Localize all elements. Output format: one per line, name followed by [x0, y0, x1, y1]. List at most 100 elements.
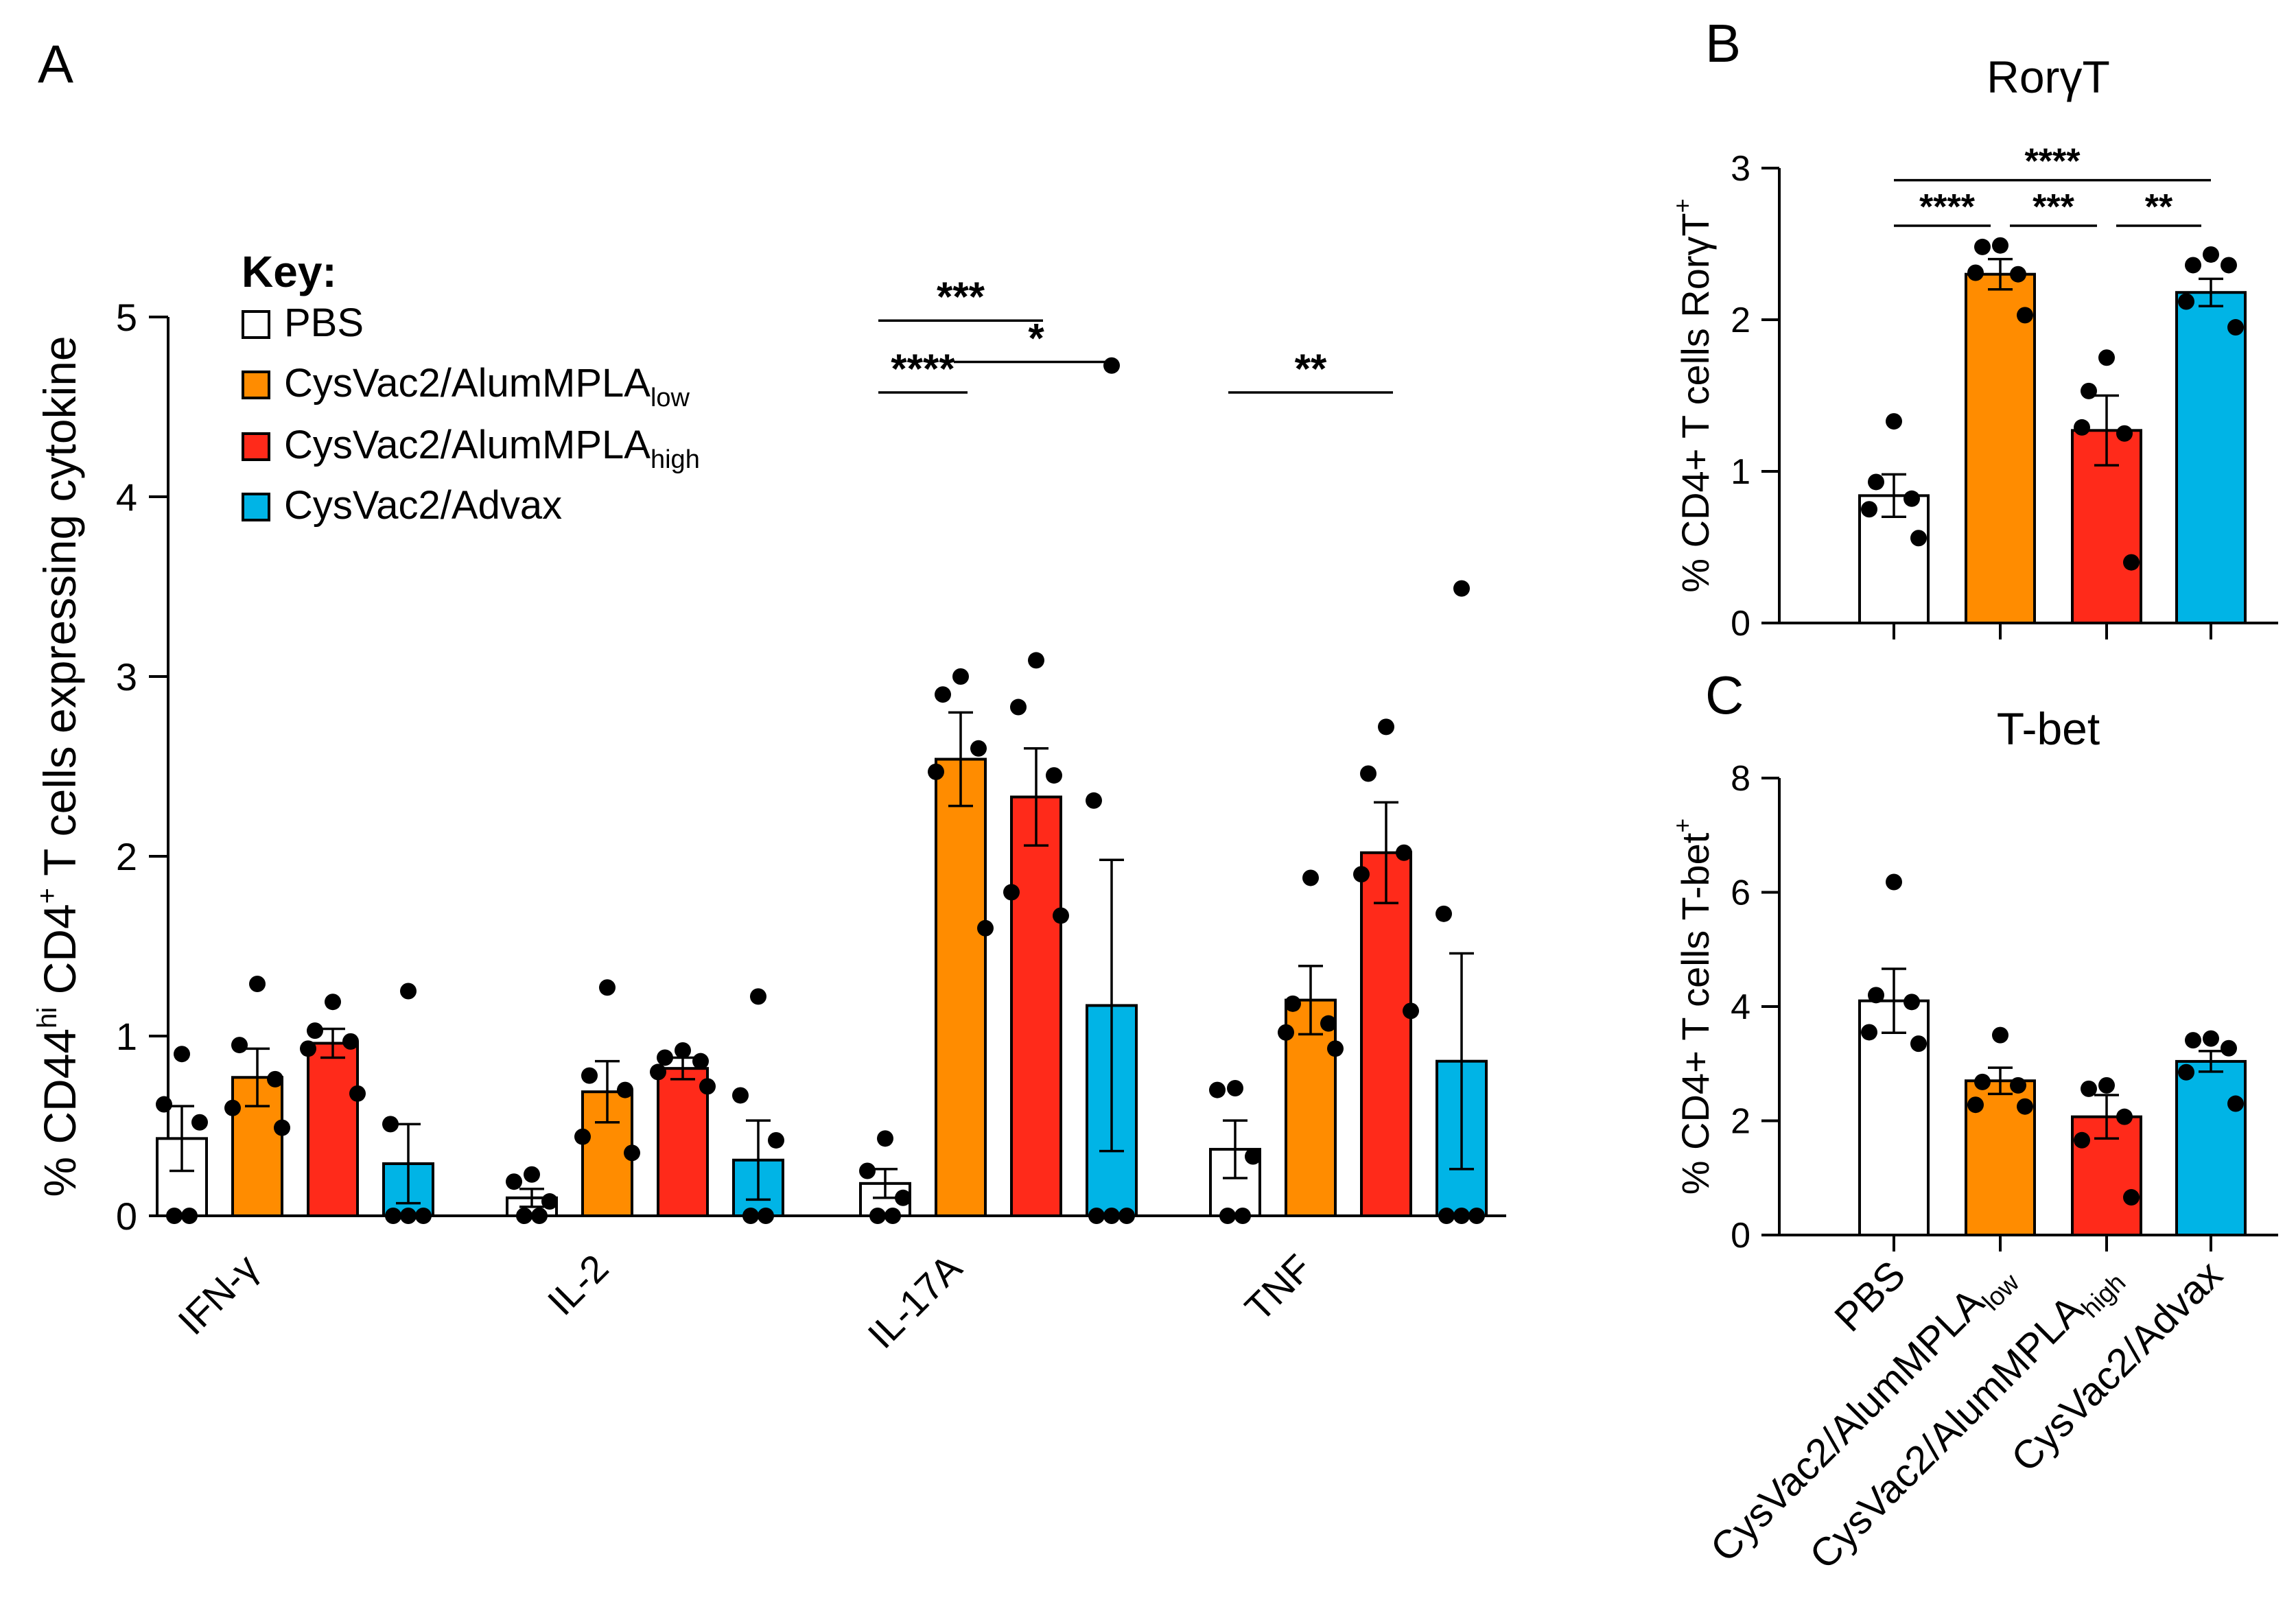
panelC-2-point	[2123, 1189, 2140, 1206]
panelB-significance-label: **	[2145, 187, 2173, 227]
panelC-y-tick-label: 6	[1731, 873, 1750, 913]
a-1-2-point	[657, 1049, 673, 1066]
a-3-3-point	[1438, 1208, 1455, 1224]
a-1-1-bar	[581, 1090, 633, 1217]
panelB-0-point	[1886, 413, 1902, 430]
panelC-3-point	[2221, 1039, 2237, 1057]
panelC-0-point	[1861, 1024, 1877, 1041]
a-0-0-point	[156, 1096, 172, 1113]
panelB-2-point	[2116, 425, 2133, 442]
panelC-2-point	[2116, 1108, 2133, 1125]
a-3-1-point	[1320, 1015, 1337, 1032]
a-1-3-point	[768, 1131, 784, 1149]
a-0-1-point	[231, 1037, 248, 1054]
a-2-1-point	[952, 668, 969, 685]
panelB-y-label-part: % CD4+ T cells RorγT	[1674, 213, 1717, 592]
a-0-0-point	[174, 1046, 190, 1063]
a-1-0-point	[524, 1166, 540, 1183]
a-3-2-point	[1353, 866, 1370, 883]
a-significance-label: **	[1295, 346, 1327, 392]
panelB-y-tick-label: 3	[1731, 149, 1750, 189]
a-3-3-point	[1436, 905, 1452, 922]
panelC-y-tick-label: 4	[1731, 987, 1750, 1027]
panelB-1-point	[2010, 266, 2026, 283]
a-0-3-point	[385, 1208, 401, 1224]
legend-swatch	[242, 493, 270, 521]
a-0-0-point	[181, 1208, 198, 1224]
panelC-3-bar	[2175, 1059, 2247, 1237]
legend-label-main: CysVac2/Advax	[284, 483, 562, 528]
panelC-1-point	[1967, 1096, 1984, 1114]
c-x-label-main: PBS	[1826, 1252, 1914, 1340]
panelC-y-tick-label: 8	[1731, 759, 1750, 799]
a-2-2-point	[1003, 884, 1020, 901]
a-1-0-point	[506, 1173, 522, 1190]
panelC-0-point	[1886, 873, 1902, 891]
a-2-2-point	[1046, 767, 1062, 784]
a-0-2-bar	[307, 1042, 359, 1217]
panelB-y-tick-label: 1	[1731, 452, 1750, 492]
panelC-y-label-sup: +	[1668, 819, 1696, 833]
a-2-3-point	[1118, 1208, 1135, 1224]
panelB-y-tick-label: 2	[1731, 301, 1750, 340]
legend-label: CysVac2/AlumMPLAlow	[284, 361, 690, 412]
panelC-title: T-bet	[1997, 703, 2100, 754]
a-y-label-sup: +	[32, 888, 62, 904]
a-1-2-point	[650, 1063, 666, 1081]
legend-label: PBS	[284, 301, 364, 345]
a-1-2-point	[675, 1042, 691, 1059]
panelB-0-point	[1910, 530, 1927, 547]
panel-letter-a: A	[38, 34, 73, 94]
a-3-3-point	[1468, 1208, 1485, 1224]
panelB-significance-label: ***	[2033, 187, 2074, 227]
a-3-2-point	[1378, 718, 1394, 736]
a-3-3-point	[1453, 1208, 1470, 1224]
a-0-3-point	[382, 1116, 399, 1133]
a-3-2-bar	[1360, 851, 1412, 1217]
panelC-1-point	[1974, 1073, 1991, 1090]
a-2-0-point	[869, 1208, 886, 1224]
a-3-1-point	[1285, 995, 1301, 1012]
a-2-3-point	[1086, 792, 1102, 809]
a-1-1-point	[599, 979, 616, 996]
panelB-1-point	[1974, 238, 1991, 255]
a-0-3-point	[415, 1208, 432, 1224]
panelC-1-point	[2010, 1077, 2026, 1094]
panelB-3-point	[2185, 257, 2201, 274]
panelB-1-point	[2017, 307, 2033, 324]
a-3-2-point	[1396, 844, 1412, 861]
a-1-3-point	[750, 988, 766, 1005]
legend-label: CysVac2/AlumMPLAhigh	[284, 423, 700, 474]
panelC-0-point	[1910, 1035, 1927, 1053]
panelC-3-point	[2227, 1095, 2244, 1112]
a-3-0-point	[1227, 1079, 1243, 1096]
a-0-2-point	[349, 1085, 366, 1102]
legend-label-main: PBS	[284, 301, 364, 345]
panelC-2-point	[2081, 1080, 2097, 1097]
panelC-0-point	[1868, 987, 1884, 1004]
a-3-0-point	[1245, 1148, 1261, 1165]
a-y-label-part: % CD44	[34, 1029, 85, 1197]
panelB-3-point	[2221, 257, 2237, 274]
a-0-1-point	[224, 1099, 241, 1116]
panelB-1-bar	[1965, 272, 2036, 624]
panelB-significance-label: ****	[2025, 142, 2081, 182]
a-2-0-point	[859, 1162, 876, 1179]
a-y-axis-label: % CD44hi CD4+ T cells expressing cytokin…	[32, 336, 85, 1197]
a-1-1-point	[581, 1067, 598, 1084]
a-0-3-point	[400, 983, 417, 1000]
a-1-3-point	[742, 1208, 759, 1224]
panelC-2-point	[2074, 1131, 2090, 1149]
a-0-1-point	[249, 976, 266, 993]
a-3-1-point	[1302, 869, 1319, 886]
a-y-label-part: T cells expressing cytokine	[34, 336, 85, 888]
a-1-0-point	[541, 1193, 558, 1210]
panelC-2-point	[2098, 1077, 2115, 1094]
a-x-tick-label: TNF	[1237, 1246, 1320, 1330]
a-0-2-point	[307, 1022, 323, 1039]
panelC-y-axis-label: % CD4+ T cells T-bet+	[1668, 819, 1717, 1195]
panelC-1-point	[2017, 1098, 2033, 1115]
a-2-1-point	[977, 919, 994, 937]
